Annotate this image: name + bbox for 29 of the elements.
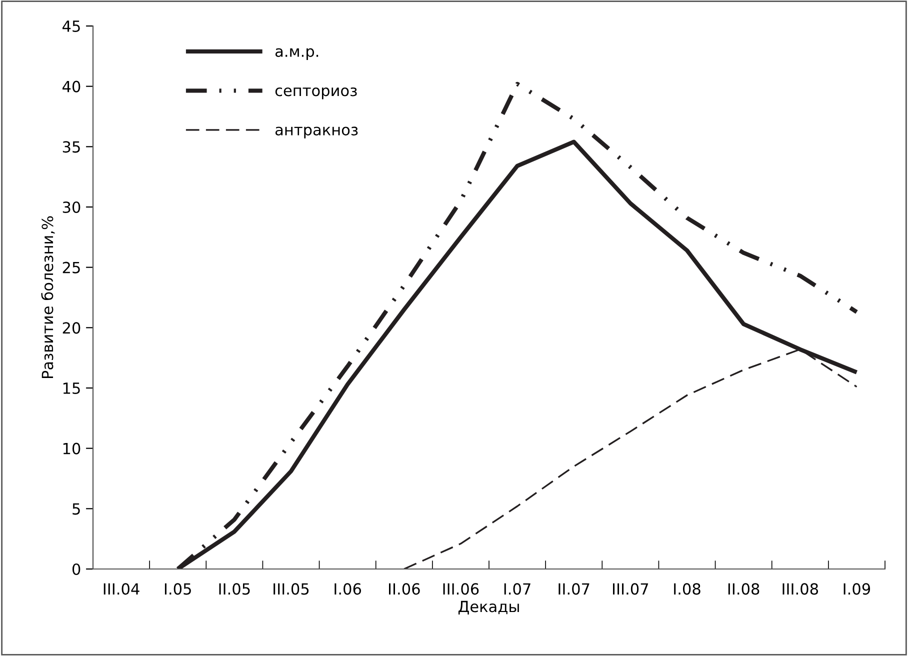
x-tick-label: III.05: [274, 583, 309, 595]
y-tick-label: 45: [62, 20, 80, 32]
x-tick-label: III.04: [104, 583, 140, 595]
y-tick-label: 20: [62, 322, 80, 334]
y-tick-label: 15: [63, 382, 80, 394]
x-tick-label: III.08: [782, 583, 818, 595]
y-tick-label: 40: [62, 80, 80, 92]
legend-label: а.м.р.: [275, 48, 318, 60]
x-tick-label: II.07: [558, 583, 590, 595]
x-tick-label: I.09: [844, 583, 870, 595]
x-tick-label: II.06: [388, 583, 420, 595]
x-tick-label: I.06: [334, 583, 362, 595]
y-tick-label: 30: [62, 201, 80, 214]
x-axis-title: Декады: [458, 600, 519, 614]
x-tick-label: III.07: [613, 583, 648, 595]
y-tick-label: 5: [72, 503, 80, 515]
y-tick-label: 35: [62, 141, 80, 153]
y-tick-label: 0: [72, 563, 80, 576]
x-tick-label: I.07: [504, 583, 530, 595]
x-tick-label: II.08: [728, 583, 760, 595]
x-tick-label: I.05: [164, 583, 191, 595]
legend-label: антракноз: [275, 126, 358, 138]
x-tick-label: III.06: [443, 583, 479, 595]
legend-label: септориоз: [275, 87, 357, 100]
y-tick-label: 10: [63, 442, 80, 454]
y-axis-title: Развитие болезни,%: [41, 216, 55, 378]
y-tick-label: 25: [62, 262, 80, 274]
x-tick-label: I.08: [674, 583, 700, 595]
x-tick-label: II.05: [219, 583, 250, 595]
